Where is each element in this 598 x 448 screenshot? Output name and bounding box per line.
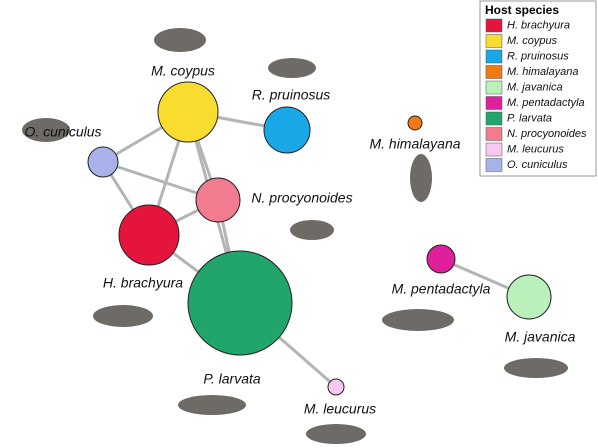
legend-label: H. brachyura [507,19,570,31]
legend-label: N. procyonoides [507,128,587,140]
legend-label: M. pentadactyla [507,97,585,109]
node-label: M. javanica [505,329,576,345]
legend-swatch [485,80,503,95]
animal-icon [93,305,153,327]
animal-icon [306,424,366,444]
animal-icon [504,358,568,378]
node [157,81,219,143]
node-label: M. himalayana [369,136,460,152]
animal-icon [154,28,206,52]
legend-label: M. coypus [507,35,558,47]
legend-swatch [485,18,503,33]
legend-label: M. leucurus [507,143,564,155]
node-label: O. cuniculus [24,124,101,140]
legend-swatch [485,111,503,126]
legend-swatch [485,127,503,141]
node-label: M. pentadactyla [392,281,491,297]
legend-swatch [485,34,503,48]
node-label: H. brachyura [103,275,183,291]
legend-label: R. pruinosus [507,50,569,62]
animal-icon [22,118,70,142]
legend-swatch [485,65,503,79]
node-label: N. procyonoides [251,190,352,206]
nodes: M. coypus R. pruinosus O. cuniculus N. proc… [24,63,575,417]
legend-swatch [485,158,503,172]
legend-label: O. cuniculus [507,159,568,171]
legend-swatch [485,142,503,157]
animal-icon [178,395,246,415]
legend-swatch [485,96,503,110]
animal-icon [382,309,454,331]
node [426,244,456,274]
legend-title: Host species [485,3,559,17]
animal-icon [268,58,316,78]
animal-icons [22,28,568,444]
node [407,115,423,131]
node-label: P. larvata [203,371,261,387]
legend-swatch [485,49,503,64]
animal-icon [410,154,432,202]
legend-label: M. javanica [507,81,563,93]
node [327,378,345,396]
node-label: R. pruinosus [252,87,331,103]
node-label: M. coypus [151,63,215,79]
legend-label: M. himalayana [507,66,579,78]
node [118,204,180,266]
node [87,146,119,178]
animal-icon [290,220,334,240]
legend-label: P. larvata [507,112,552,124]
node [187,250,293,356]
node [263,106,311,154]
node-label: M. leucurus [304,401,376,417]
legend: Host species H. brachyura M. coypus R. pru… [479,0,597,177]
node [195,177,241,223]
node [506,274,552,320]
